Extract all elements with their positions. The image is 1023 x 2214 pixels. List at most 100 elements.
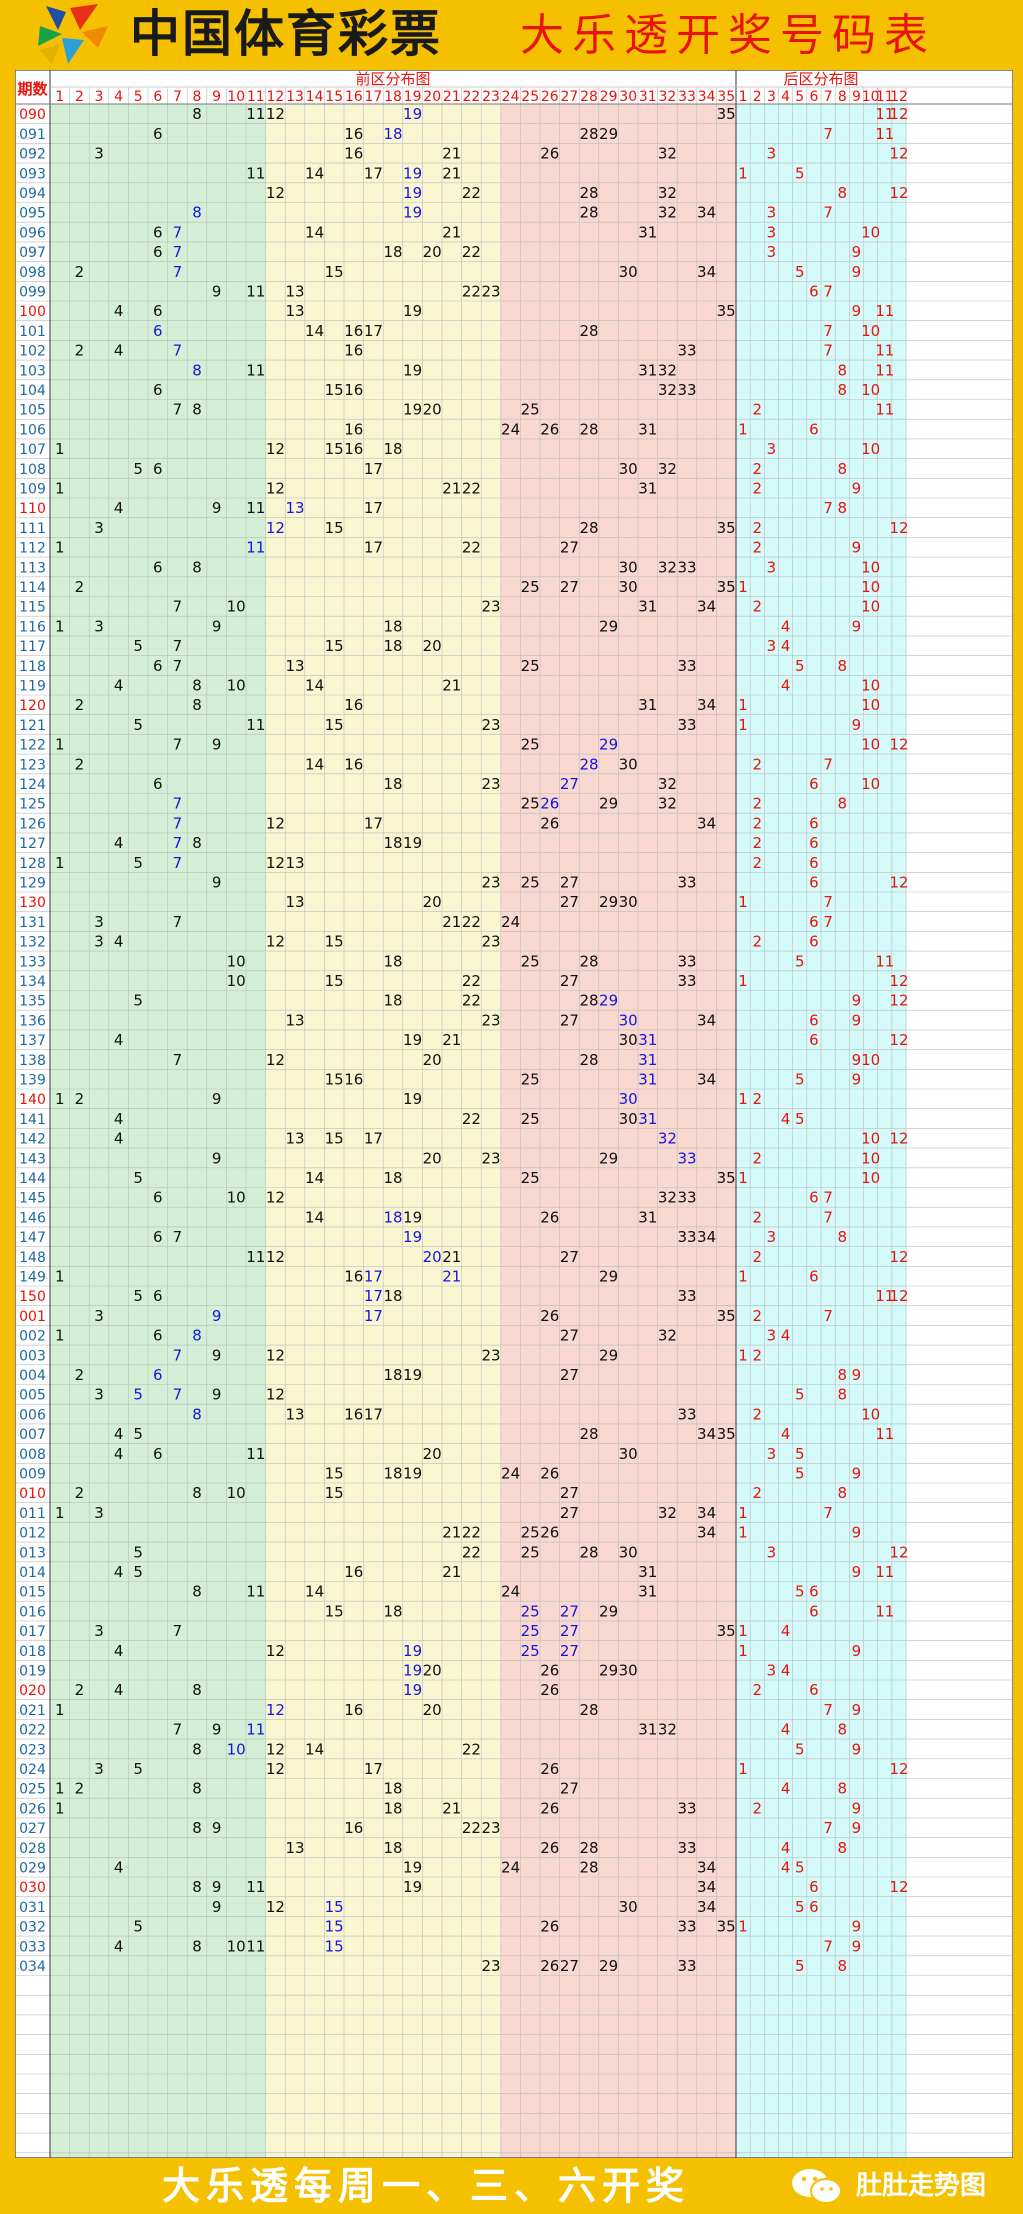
front-ball: 11 [246,1583,265,1601]
front-ball: 26 [540,1681,559,1699]
back-ball: 9 [852,1642,862,1660]
back-ball: 3 [767,1662,777,1680]
back-ball: 4 [781,637,791,655]
front-ball: 26 [540,420,559,438]
back-ball: 9 [852,302,862,320]
back-ball: 7 [823,1937,833,1955]
back-ball: 3 [767,243,777,261]
back-ball: 10 [861,736,880,754]
front-ball: 32 [658,145,677,163]
front-ball: 18 [383,1208,402,1226]
front-ball: 30 [619,1090,638,1108]
front-ball: 15 [325,440,344,458]
issue-number: 121 [19,718,46,734]
back-ball: 4 [781,1327,791,1345]
issue-number: 019 [19,1664,46,1680]
front-ball: 23 [481,1149,500,1167]
front-ball: 1 [55,440,65,458]
front-ball: 2 [75,1484,85,1502]
front-ball: 8 [192,834,202,852]
issue-number: 143 [19,1151,46,1167]
back-ball: 7 [823,342,833,360]
back-ball: 2 [752,1307,762,1325]
front-ball: 8 [192,1484,202,1502]
back-ball: 10 [861,558,880,576]
front-ball: 15 [325,1071,344,1089]
front-ball: 29 [599,1957,618,1975]
front-ball: 21 [442,1563,461,1581]
front-ball: 20 [423,401,442,419]
front-ball: 15 [325,1602,344,1620]
front-ball: 12 [266,933,285,951]
front-ball: 17 [364,499,383,517]
back-ball: 10 [861,1130,880,1148]
issue-number: 012 [19,1526,46,1542]
front-ball: 9 [212,1346,222,1364]
back-ball: 6 [809,775,819,793]
issue-number: 105 [19,403,46,419]
back-ball: 5 [795,164,805,182]
front-ball: 6 [153,1445,163,1463]
front-ball: 15 [325,1465,344,1483]
front-ball: 13 [285,854,304,872]
front-ball: 27 [560,874,579,892]
front-ball: 3 [94,519,104,537]
back-ball: 1 [738,893,748,911]
front-ball: 30 [619,1110,638,1128]
front-ball: 15 [325,381,344,399]
back-ball: 1 [738,972,748,990]
front-ball: 31 [638,1051,657,1069]
front-ball: 16 [344,1563,363,1581]
front-ball: 12 [266,1189,285,1207]
back-ball: 12 [889,184,908,202]
front-ball: 19 [403,1681,422,1699]
front-ball: 16 [344,342,363,360]
issue-number: 106 [19,422,46,438]
front-ball: 18 [383,637,402,655]
front-ball: 31 [638,1208,657,1226]
front-ball: 8 [192,204,202,222]
front-ball: 30 [619,1543,638,1561]
back-ball: 9 [852,1011,862,1029]
front-ball: 30 [619,558,638,576]
front-ball: 17 [364,539,383,557]
front-ball: 35 [717,1169,736,1187]
back-ball: 3 [767,1327,777,1345]
front-ball: 31 [638,420,657,438]
front-ball: 26 [540,1524,559,1542]
back-ball: 2 [752,1248,762,1266]
issue-column-background [15,104,50,2158]
front-ball: 10 [227,677,246,695]
front-ball: 27 [560,972,579,990]
front-ball: 7 [173,243,183,261]
front-ball: 7 [173,1622,183,1640]
back-ball: 9 [852,480,862,498]
front-ball: 8 [192,1878,202,1896]
back-ball: 9 [852,1740,862,1758]
issue-number: 117 [19,639,46,655]
issue-number: 145 [19,1191,46,1207]
issue-number: 026 [19,1801,46,1817]
back-ball: 5 [795,1583,805,1601]
front-ball: 9 [212,1878,222,1896]
back-ball: 10 [861,696,880,714]
front-ball: 32 [658,1721,677,1739]
issue-header: 期数 [17,80,48,98]
front-ball: 22 [462,184,481,202]
front-ball: 2 [75,696,85,714]
front-ball: 6 [153,381,163,399]
issue-number: 144 [19,1171,46,1187]
front-number-header: 35 [717,89,735,105]
back-ball: 5 [795,657,805,675]
issue-number: 093 [19,166,46,182]
front-number-header: 14 [306,89,324,105]
back-ball: 4 [781,1622,791,1640]
front-ball: 12 [266,1386,285,1404]
front-ball: 28 [579,1425,598,1443]
back-ball: 9 [852,1563,862,1581]
back-ball: 9 [852,1701,862,1719]
front-ball: 12 [266,814,285,832]
front-ball: 13 [285,499,304,517]
back-ball: 11 [875,401,894,419]
front-ball: 25 [521,952,540,970]
